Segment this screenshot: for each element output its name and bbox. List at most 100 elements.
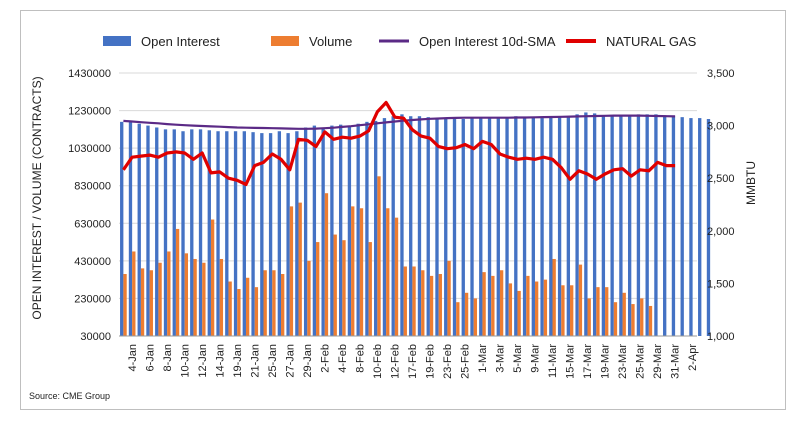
open-interest-bar [706, 119, 711, 337]
x-tick-label: 19-Feb [425, 344, 437, 379]
x-tick-label: 4-Jan [127, 344, 139, 372]
open-interest-bar [470, 118, 474, 336]
oi-sma-line [123, 114, 676, 130]
open-interest-bar [295, 131, 299, 336]
open-interest-bar [128, 121, 133, 336]
volume-bar [386, 208, 390, 336]
open-interest-bar [409, 116, 413, 336]
open-interest-bar [487, 117, 492, 337]
open-interest-bar [496, 117, 500, 337]
x-tick-label: 31-Mar [670, 344, 682, 379]
open-interest-bar [251, 132, 255, 336]
x-tick-label: 15-Mar [565, 344, 577, 379]
volume-bar [499, 270, 504, 336]
x-tick-label: 17-Mar [582, 344, 594, 379]
x-tick-label: 25-Feb [460, 344, 472, 379]
open-interest-bar [575, 114, 579, 336]
open-interest-bar [671, 116, 676, 336]
x-tick-label: 19-Mar [600, 344, 612, 379]
x-tick-label: 17-Feb [407, 344, 419, 379]
open-interest-bar [190, 129, 194, 336]
volume-bar [184, 253, 189, 336]
volume-bar [333, 234, 337, 336]
open-interest-bar [207, 130, 211, 336]
open-interest-bar [592, 113, 597, 336]
volume-bar [123, 274, 127, 336]
open-interest-bar [636, 114, 641, 336]
open-interest-bar [584, 112, 588, 336]
gridlines [119, 72, 697, 337]
open-interest-bar [382, 118, 387, 336]
volume-bar [464, 292, 469, 336]
volume-bar [342, 240, 346, 336]
open-interest-bar [531, 117, 535, 337]
volume-bar [254, 287, 259, 336]
x-tick-label: 10-Feb [372, 344, 384, 379]
legend-swatch [103, 36, 131, 46]
open-interest-bar [654, 114, 658, 336]
right-y-tick-label: 2,500 [707, 173, 735, 185]
open-interest-bar [680, 117, 684, 337]
x-tick-label: 6-Jan [144, 344, 156, 372]
volume-bar [394, 217, 399, 336]
open-interest-bar [137, 123, 141, 336]
open-interest-bars [120, 112, 711, 337]
volume-bar [613, 302, 618, 336]
open-interest-bar [225, 131, 229, 336]
volume-bar [237, 289, 241, 336]
x-tick-label: 23-Mar [617, 344, 629, 379]
open-interest-bar [645, 114, 649, 336]
open-interest-bar [698, 118, 702, 336]
volume-bar [245, 277, 250, 336]
volume-bar [570, 285, 574, 336]
open-interest-bar [663, 115, 667, 337]
x-tick-label: 27-Jan [284, 344, 296, 378]
volume-bar [543, 279, 548, 336]
volume-bar [526, 275, 530, 336]
volume-bar [167, 251, 171, 336]
open-interest-bar [356, 123, 360, 336]
volume-bar [596, 287, 600, 336]
open-interest-bar [181, 131, 185, 336]
right-y-axis: 1,000 1,500 2,000 2,500 3,000 3,500 [707, 68, 735, 343]
open-interest-bar [391, 116, 395, 336]
open-interest-bar [417, 116, 422, 336]
chart-svg: 30000 230000 430000 630000 830000 1030000 1230… [29, 34, 758, 401]
x-tick-label: 8-Feb [355, 344, 367, 373]
x-tick-label: 11-Mar [547, 344, 559, 378]
x-tick-label: 4-Feb [337, 344, 349, 373]
left-y-tick-label: 630000 [74, 218, 111, 230]
x-tick-label: 19-Jan [232, 344, 244, 378]
open-interest-bar [312, 125, 317, 336]
volume-bar [351, 206, 355, 336]
x-tick-label: 10-Jan [179, 344, 191, 378]
x-tick-label: 14-Jan [214, 344, 226, 378]
open-interest-bar [172, 129, 176, 336]
open-interest-bar [514, 116, 518, 336]
volume-bar [456, 302, 460, 336]
open-interest-bar [400, 114, 404, 336]
volume-bar [429, 275, 434, 336]
open-interest-bar [338, 124, 343, 337]
volume-bar [210, 219, 215, 336]
volume-bar [491, 275, 495, 336]
open-interest-bar [627, 115, 632, 337]
open-interest-bar [522, 117, 527, 337]
volume-bar [158, 262, 162, 336]
x-tick-label: 8-Jan [162, 344, 174, 372]
volume-bar [648, 305, 653, 336]
left-y-tick-label: 430000 [74, 256, 111, 268]
left-y-tick-label: 1030000 [68, 143, 111, 155]
right-y-tick-label: 3,000 [707, 121, 735, 133]
open-interest-bar [444, 118, 448, 336]
volume-bar [202, 262, 206, 336]
legend: Open Interest Volume Open Interest 10d-SMA… [103, 34, 697, 49]
legend-swatch [271, 36, 299, 46]
volume-bar [175, 228, 180, 336]
x-tick-label: 1-Mar [477, 344, 489, 373]
open-interest-bar [601, 115, 606, 337]
x-tick-label: 12-Jan [197, 344, 209, 378]
volume-bar [447, 260, 451, 336]
open-interest-bar [566, 116, 571, 336]
open-interest-bar [374, 120, 378, 337]
